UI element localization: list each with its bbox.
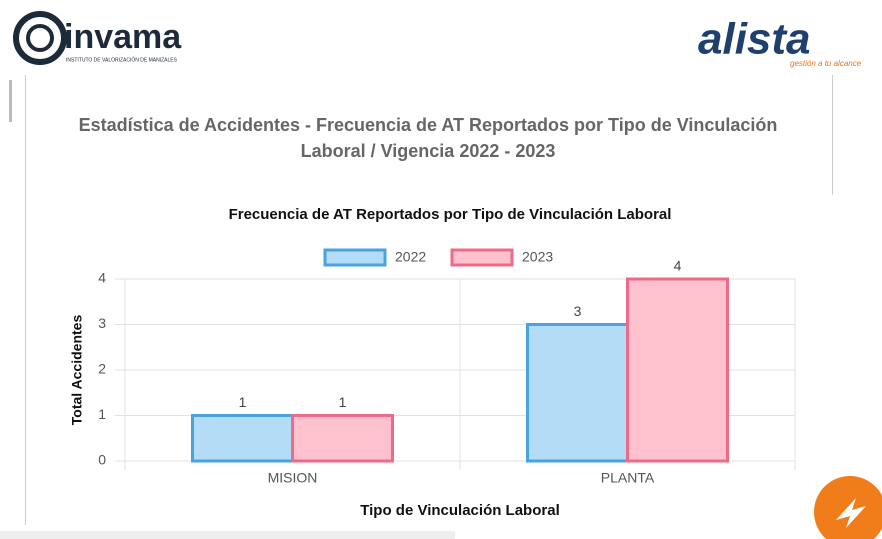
data-label: 1 xyxy=(239,394,247,410)
alista-logo: alista gestión a tu alcance xyxy=(690,4,882,72)
chat-icon[interactable] xyxy=(806,470,882,539)
data-label: 4 xyxy=(674,258,682,274)
invama-logo-art: invama INSTITUTO DE VALORIZACIÓN DE MANI… xyxy=(13,11,182,65)
logo-name: alista xyxy=(698,15,811,64)
bar xyxy=(291,414,394,463)
logo-ring-inner xyxy=(26,24,54,52)
y-tick-label: 0 xyxy=(98,452,106,468)
icon-glyph xyxy=(836,498,866,528)
legend-swatch xyxy=(323,248,387,267)
invama-logo: invama INSTITUTO DE VALORIZACIÓN DE MANI… xyxy=(8,6,213,70)
data-label: 3 xyxy=(574,303,582,319)
panel-border xyxy=(832,75,833,195)
alista-logo-art: alista gestión a tu alcance xyxy=(698,15,862,68)
x-tick-label: PLANTA xyxy=(601,470,655,486)
logo-ring xyxy=(13,11,67,65)
y-tick-label: 1 xyxy=(98,406,106,422)
logo-name: invama xyxy=(64,18,182,56)
section-title: Estadística de Accidentes - Frecuencia d… xyxy=(78,115,778,161)
scrollbar xyxy=(0,531,455,539)
x-axis-label: Tipo de Vinculación Laboral xyxy=(360,502,559,519)
logo-tagline: INSTITUTO DE VALORIZACIÓN DE MANIZALES xyxy=(66,56,178,63)
bar xyxy=(191,414,294,463)
y-tick-label: 2 xyxy=(98,361,106,377)
chart-title: Frecuencia de AT Reportados por Tipo de … xyxy=(229,206,672,223)
divider xyxy=(9,80,12,122)
data-label: 1 xyxy=(339,394,347,410)
x-tick-label: MISION xyxy=(268,470,318,486)
y-axis-label: Total Accidentes xyxy=(69,315,85,426)
legend-swatch xyxy=(450,248,514,267)
bar xyxy=(526,323,629,463)
legend-label: 2023 xyxy=(522,249,553,265)
y-tick-label: 4 xyxy=(98,270,106,286)
bar xyxy=(626,277,729,463)
logo-tagline: gestión a tu alcance xyxy=(790,59,862,68)
panel-border xyxy=(25,75,26,525)
legend-label: 2022 xyxy=(395,249,426,265)
y-tick-label: 3 xyxy=(98,315,106,331)
